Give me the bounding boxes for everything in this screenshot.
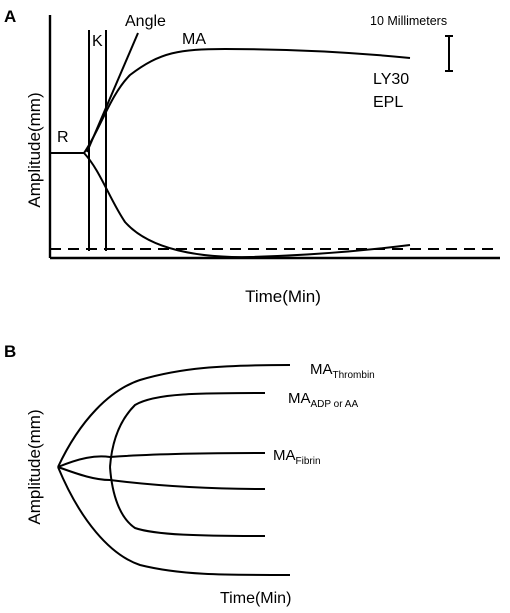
panel-b-fibrin-upper-curve	[57, 452, 266, 468]
panel-b-ma-adp-label: MAADP or AA	[288, 390, 358, 410]
panel-b-adp-lower-curve	[109, 466, 266, 537]
panel-a-angle-line	[86, 32, 139, 153]
panel-b-ma-fibrin-label: MAFibrin	[273, 447, 321, 467]
panel-b-x-axis-label: Time(Min)	[220, 590, 291, 607]
panel-b-ma-thrombin-label: MAThrombin	[310, 361, 375, 381]
panel-b-thrombin-upper-curve	[57, 364, 291, 468]
panel-a-x-axis-label: Time(Min)	[245, 287, 321, 306]
panel-b-adp-upper-curve	[109, 392, 266, 468]
panel-a-k-label: K	[92, 33, 103, 50]
panel-a-scale-bar	[445, 35, 453, 72]
panel-a-y-axis-label: Amplitude(mm)	[25, 92, 44, 207]
panel-b-thrombin-lower-curve	[57, 466, 291, 576]
panel-a: A Amplitude(mm) R K Angle MA 10 Millimet…	[4, 7, 500, 306]
panel-a-r-label: R	[57, 129, 69, 146]
panel-b-y-axis-label: Amplitude(mm)	[25, 409, 44, 524]
panel-a-ly30-label: LY30	[373, 71, 409, 88]
panel-a-lower-curve	[83, 152, 411, 259]
panel-a-upper-curve	[83, 47, 411, 154]
panel-b-letter: B	[4, 342, 16, 361]
panel-a-angle-label: Angle	[125, 13, 166, 30]
panel-a-ma-label: MA	[182, 31, 206, 48]
panel-b-fibrin-lower-curve	[57, 466, 266, 490]
panel-b: B Amplitude(mm) MAThrombin MAADP or AA M…	[4, 342, 375, 607]
panel-a-scale-label: 10 Millimeters	[370, 14, 447, 28]
panel-a-letter: A	[4, 7, 16, 26]
panel-a-epl-label: EPL	[373, 94, 403, 111]
